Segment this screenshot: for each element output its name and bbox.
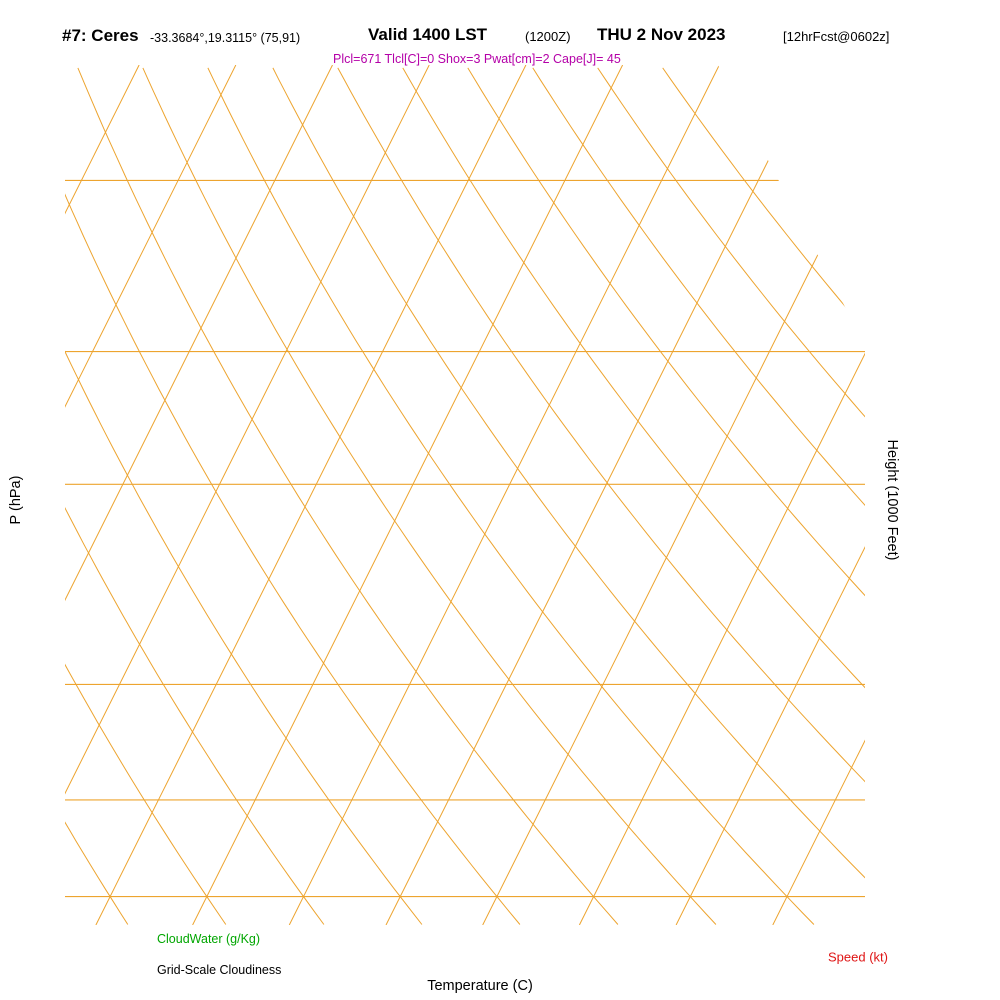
dry-adiabats	[65, 67, 865, 925]
valid-date: THU 2 Nov 2023	[597, 25, 726, 44]
temp-axis-title: Temperature (C)	[427, 978, 533, 994]
station-coords: -33.3684°,19.3115° (75,91)	[150, 31, 301, 45]
sounding-params: Plcl=671 Tlcl[C]=0 Shox=3 Pwat[cm]=2 Cap…	[333, 52, 621, 66]
forecast-tag: [12hrFcst@0602z]	[783, 29, 890, 44]
valid-time: Valid 1400 LST	[368, 25, 488, 44]
height-axis-title: Height (1000 Feet)	[884, 439, 900, 561]
gridscale-axis-label: Grid-Scale Cloudiness	[157, 963, 282, 977]
cloudwater-axis-label: CloudWater (g/Kg)	[157, 932, 261, 946]
pressure-axis-title: P (hPa)	[8, 475, 24, 525]
isotherm-lines	[65, 65, 865, 925]
isobar-lines	[65, 179, 865, 898]
speed-axis-title: Speed (kt)	[828, 949, 888, 965]
valid-zulu: (1200Z)	[525, 29, 571, 44]
station-title: #7: Ceres	[62, 26, 139, 45]
